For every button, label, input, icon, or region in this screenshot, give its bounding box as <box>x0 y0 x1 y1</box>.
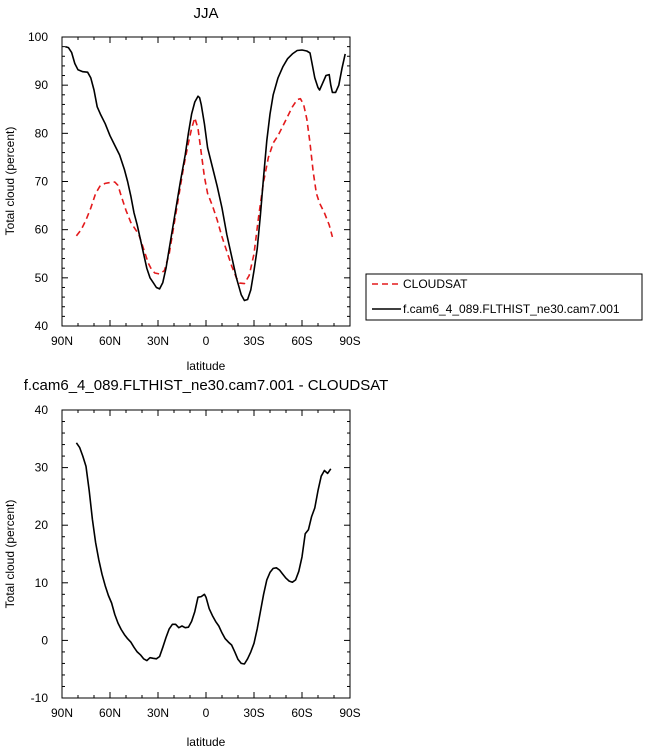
chart-bottom-x-axis-label: latitude <box>187 735 226 749</box>
chart-bottom-ticks <box>61 409 351 699</box>
y-tick-label: 40 <box>35 319 49 333</box>
y-tick-label: 60 <box>35 223 49 237</box>
chart-bottom-y-tick-labels: -10 0 10 20 30 40 <box>31 403 49 705</box>
chart-bottom-title: f.cam6_4_089.FLTHIST_ne30.cam7.001 - CLO… <box>24 377 389 394</box>
chart-top-x-tick-labels: 90N 60N 30N 0 30S 60S 90S <box>51 334 361 348</box>
y-tick-label: 50 <box>35 271 49 285</box>
y-tick-label: -10 <box>31 691 49 705</box>
x-tick-label: 60N <box>99 334 121 348</box>
x-tick-label: 90N <box>51 706 73 720</box>
y-tick-label: 30 <box>35 461 49 475</box>
chart-bottom-series <box>75 442 332 665</box>
chart-top-y-tick-labels: 40 50 60 70 80 90 100 <box>28 30 48 333</box>
series-line-cloudsat <box>75 97 334 285</box>
x-tick-label: 30N <box>147 334 169 348</box>
legend-label-cloudsat: CLOUDSAT <box>403 277 468 291</box>
chart-bottom-x-tick-labels: 90N 60N 30N 0 30S 60S 90S <box>51 706 361 720</box>
x-tick-label: 60S <box>291 706 312 720</box>
series-line-diff-0 <box>75 442 332 665</box>
y-tick-label: 80 <box>35 126 49 140</box>
y-tick-label: 70 <box>35 175 49 189</box>
y-tick-label: 0 <box>41 633 48 647</box>
y-tick-label: 40 <box>35 403 49 417</box>
chart-bottom: f.cam6_4_089.FLTHIST_ne30.cam7.001 - CLO… <box>3 377 388 749</box>
chart-top-y-axis-label: Total cloud (percent) <box>3 127 17 236</box>
chart-top: JJA 90N 60N 30N 0 30S 60S 90S 405060708090100 … <box>3 5 361 373</box>
legend-label-model: f.cam6_4_089.FLTHIST_ne30.cam7.001 <box>403 302 620 316</box>
x-tick-label: 90S <box>339 334 360 348</box>
chart-top-ticks <box>61 36 351 327</box>
legend-frame <box>365 273 643 321</box>
series-line-f-cam6-4-089-flthist-ne30-cam7-001 <box>64 45 346 302</box>
x-tick-label: 30N <box>147 706 169 720</box>
chart-top-series <box>64 45 346 302</box>
y-tick-label: 100 <box>28 30 48 44</box>
x-tick-label: 0 <box>203 334 210 348</box>
x-tick-label: 60N <box>99 706 121 720</box>
x-tick-label: 30S <box>243 334 264 348</box>
chart-bottom-y-axis-label: Total cloud (percent) <box>3 500 17 609</box>
chart-top-legend: CLOUDSAT f.cam6_4_089.FLTHIST_ne30.cam7.… <box>365 273 643 321</box>
chart-bottom-plot-frame <box>61 409 351 699</box>
chart-top-title: JJA <box>193 5 218 22</box>
x-tick-label: 90N <box>51 334 73 348</box>
x-tick-label: 30S <box>243 706 264 720</box>
x-tick-label: 60S <box>291 334 312 348</box>
x-tick-label: 90S <box>339 706 360 720</box>
y-tick-label: 20 <box>35 518 49 532</box>
y-tick-label: 90 <box>35 78 49 92</box>
y-tick-label: 10 <box>35 576 49 590</box>
chart-top-x-axis-label: latitude <box>187 359 226 373</box>
x-tick-label: 0 <box>203 706 210 720</box>
